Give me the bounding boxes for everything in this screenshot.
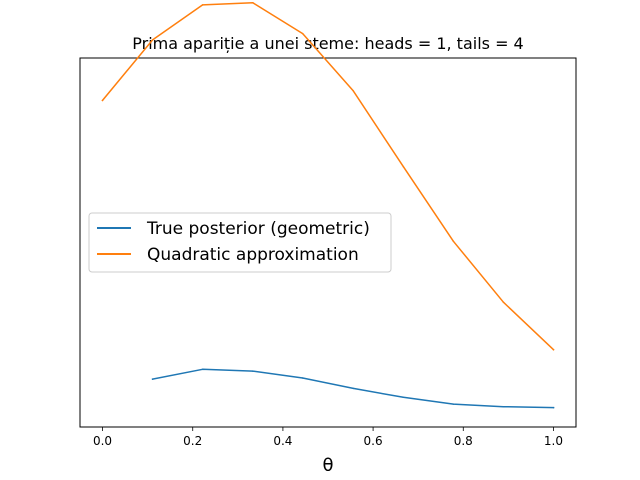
series-1-point	[452, 403, 455, 405]
series-2-point	[552, 348, 555, 351]
x-tick-label: 0.8	[454, 434, 473, 448]
series-2-point	[502, 301, 505, 303]
legend-label-1: True posterior (geometric)	[146, 219, 370, 239]
series-1-point	[552, 406, 555, 409]
x-tick-label: 0.2	[183, 434, 202, 448]
x-tick-label: 0.4	[273, 434, 292, 448]
series-2-point	[402, 165, 405, 168]
x-axis: 0.0 0.2 0.4 0.6 0.8 1.0	[93, 427, 563, 448]
legend-frame	[88, 212, 392, 273]
legend-label-2: Quadratic approximation	[147, 245, 359, 265]
x-tick-label: 0.0	[93, 434, 112, 448]
series-2-point	[101, 99, 104, 102]
series-2-point	[352, 90, 355, 92]
x-tick-label: 1.0	[544, 434, 563, 448]
series-1-point	[402, 396, 405, 399]
series-1-point	[502, 405, 505, 408]
plot-frame	[79, 57, 577, 428]
x-axis-label: θ	[322, 455, 333, 476]
series-1-point	[151, 378, 154, 380]
series-layer	[101, 1, 555, 409]
series-1-point	[301, 377, 304, 379]
series-line-2	[101, 1, 555, 351]
series-2-point	[251, 1, 254, 4]
series-1-point	[201, 368, 204, 371]
series-2-point	[452, 240, 455, 243]
x-tick-label: 0.6	[364, 434, 383, 448]
series-1-point	[251, 370, 254, 372]
series-2-point	[201, 4, 204, 6]
chart-title: Prima apariție a unei steme: heads = 1, …	[132, 34, 523, 53]
series-2-point	[151, 39, 154, 41]
legend: True posterior (geometric) Quadratic appr…	[88, 212, 392, 273]
series-1-point	[352, 387, 355, 390]
series-2-point	[301, 32, 304, 35]
